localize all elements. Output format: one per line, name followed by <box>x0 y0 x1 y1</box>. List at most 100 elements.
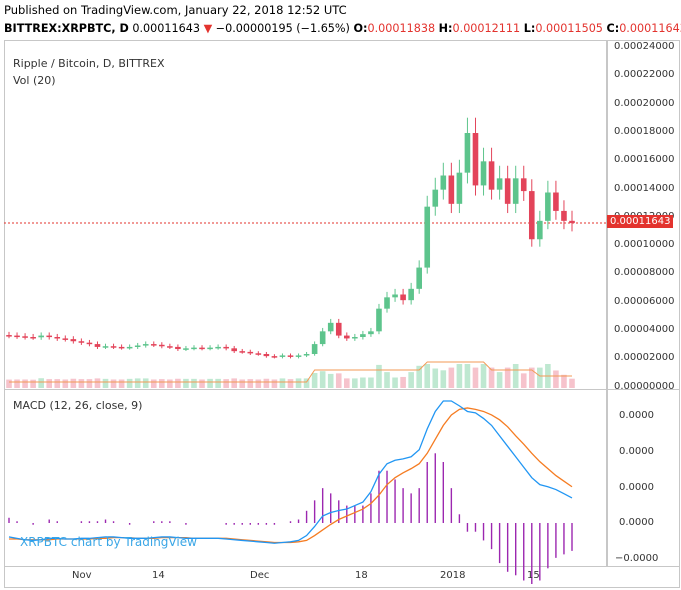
candle-body <box>553 192 559 211</box>
candle-body <box>70 339 77 342</box>
candle-body <box>545 192 551 221</box>
candle-body <box>303 354 310 356</box>
macd-tick-label: 0.0000 <box>619 410 654 421</box>
candle-body <box>561 210 567 221</box>
volume-bar <box>231 378 237 388</box>
volume-bar <box>54 379 61 388</box>
candle-body <box>512 178 519 204</box>
candle-body <box>424 206 431 268</box>
candle-body <box>279 355 286 357</box>
volume-bar <box>376 364 382 388</box>
last-price: 0.00011643 <box>132 22 200 35</box>
candle-body <box>22 336 28 338</box>
volume-bar <box>239 379 246 388</box>
candle-body <box>569 220 575 224</box>
candle-body <box>150 344 157 346</box>
last-price-tag: 0.00011643 <box>607 215 674 228</box>
open-value: 0.00011838 <box>367 22 436 35</box>
volume-bar <box>488 367 495 388</box>
pane-title: Ripple / Bitcoin, D, BITTREX <box>13 57 165 70</box>
candle-body <box>335 322 342 336</box>
volume-bar <box>22 379 28 388</box>
volume-bar <box>94 378 101 388</box>
volume-bar <box>537 367 543 388</box>
candle-body <box>175 346 181 350</box>
candle-body <box>528 191 535 240</box>
candle-body <box>480 161 487 186</box>
volume-bar <box>456 364 463 388</box>
candle-body <box>448 175 455 204</box>
volume-bar <box>30 379 36 388</box>
candle-body <box>384 297 390 309</box>
volume-bar <box>528 367 535 388</box>
candle-body <box>537 220 543 240</box>
volume-bar <box>126 378 133 388</box>
volume-bar <box>472 367 479 388</box>
candle-body <box>271 356 278 358</box>
price-tick-label: 0.00024000 <box>614 41 675 52</box>
candle-body <box>231 348 237 352</box>
candle-body <box>38 335 44 338</box>
candle-body <box>255 353 262 355</box>
candle-body <box>472 133 479 186</box>
candle-body <box>376 308 382 332</box>
volume-bar <box>150 379 157 388</box>
candle-body <box>46 335 53 338</box>
macd-tick-label: 0.0000 <box>619 482 654 493</box>
candle-body <box>118 346 125 349</box>
candle-body <box>392 294 398 298</box>
volume-bar <box>86 379 93 388</box>
volume-bar <box>344 378 350 388</box>
volume-bar <box>512 364 519 388</box>
candle-body <box>504 178 511 204</box>
price-tick-label: 0.00008000 <box>614 267 675 279</box>
volume-bar <box>553 370 559 388</box>
volume-bar <box>183 378 189 388</box>
volume-bar <box>440 370 447 388</box>
candle-body <box>62 338 69 340</box>
volume-bar <box>110 379 117 388</box>
volume-bar <box>311 373 318 388</box>
volume-bar <box>368 377 374 388</box>
price-tick-label: 0.00022000 <box>614 69 675 81</box>
time-axis[interactable] <box>4 566 680 588</box>
watermark-link[interactable]: XRPBTC chart by TradingView <box>20 535 197 549</box>
volume-bar <box>142 378 149 388</box>
candle-body <box>167 346 173 348</box>
candle-body <box>496 178 503 190</box>
macd-tick-label: −0.0000 <box>615 553 659 564</box>
volume-bar <box>360 377 366 388</box>
candle-body <box>520 178 527 192</box>
volume-bar <box>255 379 262 388</box>
candle-body <box>183 348 189 350</box>
volume-bar <box>78 379 85 388</box>
candle-body <box>78 341 85 343</box>
time-tick-label: Nov <box>72 570 92 581</box>
volume-bar <box>569 378 575 388</box>
volume-bar <box>392 377 398 388</box>
volume-bar <box>46 379 53 388</box>
volume-bar <box>319 371 326 388</box>
close-label: C: <box>606 22 620 35</box>
candle-body <box>319 331 326 345</box>
low-label: L: <box>523 22 536 35</box>
candle-body <box>400 294 406 301</box>
volume-bar <box>223 379 229 388</box>
volume-bar <box>207 378 213 388</box>
volume-bar <box>520 373 527 388</box>
price-change: −0.00000195 (−1.65%) <box>215 22 350 35</box>
candle-body <box>215 346 221 349</box>
candle-body <box>408 288 414 301</box>
candle-body <box>159 344 165 347</box>
volume-bar <box>271 379 278 388</box>
candle-body <box>54 337 61 339</box>
candle-body <box>30 337 36 339</box>
volume-bar <box>480 364 487 388</box>
volume-bar <box>70 378 77 388</box>
candle-body <box>247 351 254 354</box>
time-tick-label: 18 <box>355 570 368 581</box>
time-tick-label: 14 <box>152 570 165 581</box>
volume-bar <box>215 378 221 388</box>
macd-title: MACD (12, 26, close, 9) <box>13 399 143 412</box>
